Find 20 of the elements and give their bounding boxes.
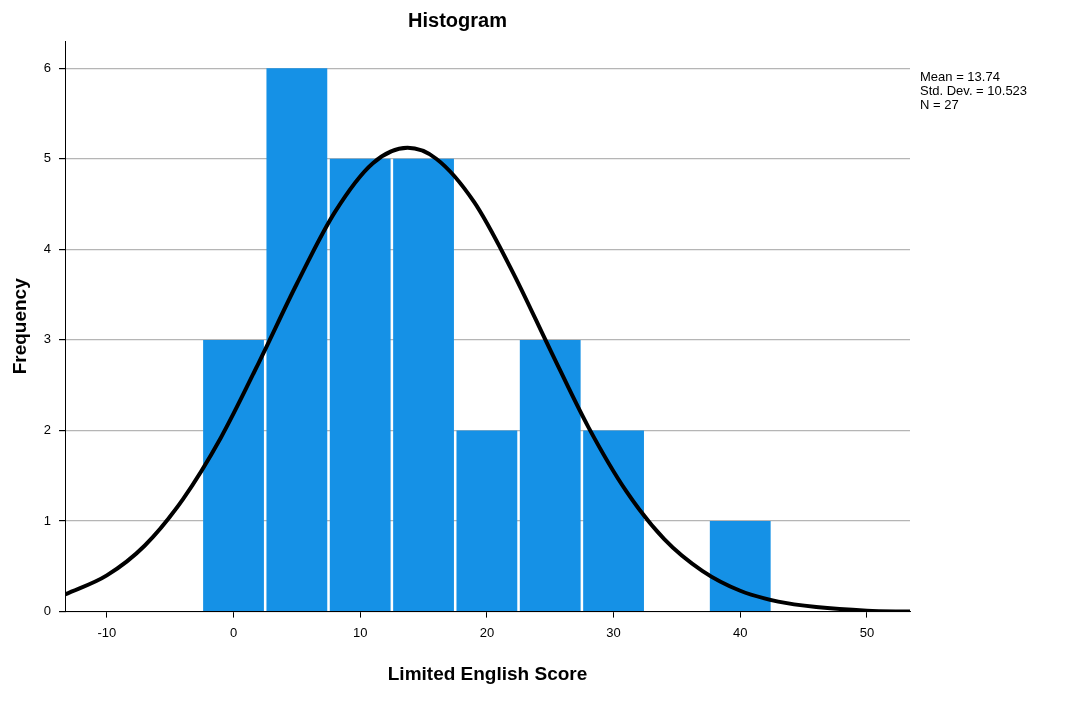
x-tick-label: 20 [479, 624, 495, 640]
x-tick-label: 10 [352, 624, 368, 640]
x-axis-title: Limited English Score [387, 662, 588, 684]
y-tick-label: 2 [43, 422, 52, 438]
y-tick-label: 3 [43, 331, 52, 347]
x-tick-label: 0 [229, 624, 238, 640]
y-tick-label: 1 [43, 512, 52, 528]
x-tick-label: 50 [859, 624, 875, 640]
y-tick-label: 6 [43, 59, 52, 75]
y-tick-label: 4 [43, 240, 52, 256]
text: N = 27 [920, 97, 959, 113]
chart-title: Histogram [408, 8, 507, 31]
y-tick-label: 0 [43, 603, 52, 619]
y-axis-title: Frequency [8, 277, 30, 375]
x-tick-label: 40 [733, 624, 748, 640]
x-tick-label: -10 [97, 624, 117, 640]
x-tick-label: 30 [606, 624, 621, 640]
y-tick-label: 5 [43, 150, 52, 166]
text: Std. Dev. = 10.523 [920, 83, 1028, 99]
text: Mean = 13.74 [920, 69, 1000, 85]
